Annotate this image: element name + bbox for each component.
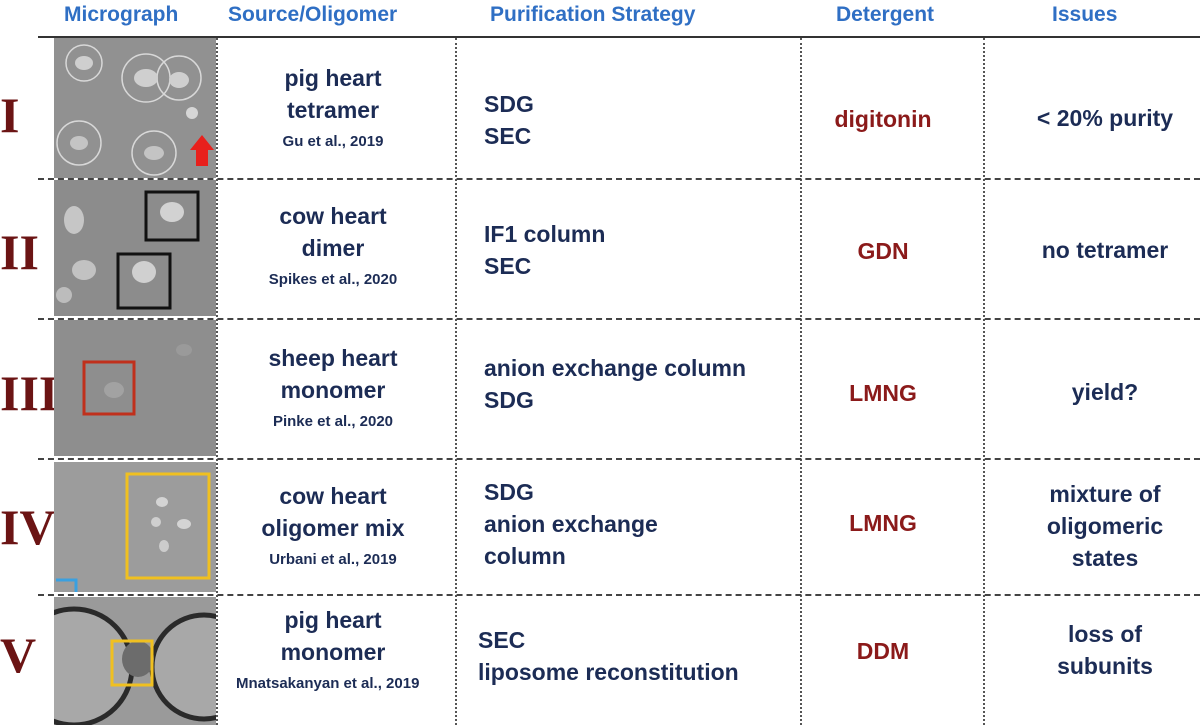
row-numeral: III [0,365,59,421]
source-line: cow heart [279,483,387,509]
purification-cell: anion exchange column SDG [484,352,746,416]
citation: Urbani et al., 2019 [269,551,397,568]
purification-line: anion exchange [484,511,658,537]
header-detergent: Detergent [836,3,935,26]
issues-line: mixture of [1049,481,1161,507]
row-numeral: II [0,224,39,280]
detergent-cell: DDM [856,638,910,664]
row-divider [38,458,1200,460]
micrograph-image [54,180,216,316]
source-line: cow heart [279,203,387,229]
column-divider [455,38,457,725]
column-divider [216,38,218,725]
header-rule [38,36,1200,38]
source-cell: pig heart tetramer Gu et al., 2019 [222,62,444,152]
row-numeral: I [0,87,20,143]
issues-line: yield? [1071,379,1139,405]
purification-line: SEC [484,253,532,279]
issues-cell: loss of subunits [1010,618,1200,682]
purification-line: liposome reconstitution [478,659,739,685]
detergent-cell: digitonin [834,106,932,132]
source-cell: sheep heart monomer Pinke et al., 2020 [222,342,444,432]
micrograph-image [54,462,216,592]
purification-cell: IF1 column SEC [484,218,605,282]
purification-cell: SDG SEC [484,88,534,152]
citation: Gu et al., 2019 [282,133,384,150]
purification-line: SDG [484,91,534,117]
purification-cell: SEC liposome reconstitution [478,624,739,688]
source-line: oligomer mix [261,515,405,541]
issues-line: no tetramer [1041,237,1169,263]
source-line: pig heart [284,607,382,633]
header-micrograph: Micrograph [64,3,179,26]
micrograph-image [54,38,216,178]
column-divider [983,38,985,725]
header-issues: Issues [1052,3,1118,26]
header-source-oligomer: Source/Oligomer [228,3,398,26]
row-numeral: V [0,627,37,683]
issues-cell: mixture of oligomeric states [1010,478,1200,574]
detergent-cell: GDN [857,238,909,264]
purification-cell: SDG anion exchange column [484,476,658,572]
issues-line: loss of [1067,621,1143,647]
source-line: monomer [280,639,386,665]
row-divider [38,318,1200,320]
issues-cell: no tetramer [1010,234,1200,266]
issues-line: subunits [1057,653,1153,679]
purification-line: SDG [484,479,534,505]
source-line: sheep heart [268,345,398,371]
source-cell: pig heart monomer Mnatsakanyan et al., 2… [222,604,444,694]
purification-line: anion exchange column [484,355,746,381]
row-divider [38,594,1200,596]
header-purification-strategy: Purification Strategy [490,3,696,26]
source-cell: cow heart oligomer mix Urbani et al., 20… [222,480,444,570]
source-line: monomer [280,377,386,403]
issues-line: < 20% purity [1036,105,1174,131]
citation: Mnatsakanyan et al., 2019 [236,675,420,692]
column-divider [800,38,802,725]
source-cell: cow heart dimer Spikes et al., 2020 [222,200,444,290]
purification-line: SEC [484,123,532,149]
source-line: pig heart [284,65,382,91]
issues-line: oligomeric [1046,513,1164,539]
citation: Pinke et al., 2020 [272,413,394,430]
micrograph-image [54,320,216,456]
purification-line: SEC [478,627,526,653]
row-numeral: IV [0,499,56,555]
purification-line: IF1 column [484,221,606,247]
detergent-cell: LMNG [849,510,917,536]
detergent-cell: LMNG [849,380,917,406]
row-divider [38,178,1200,180]
purification-line: column [484,543,566,569]
source-line: dimer [301,235,365,261]
purification-line: SDG [484,387,534,413]
micrograph-image [54,597,216,725]
issues-line: states [1071,545,1139,571]
issues-cell: < 20% purity [1010,102,1200,134]
citation: Spikes et al., 2020 [268,271,398,288]
issues-cell: yield? [1010,376,1200,408]
source-line: tetramer [286,97,380,123]
